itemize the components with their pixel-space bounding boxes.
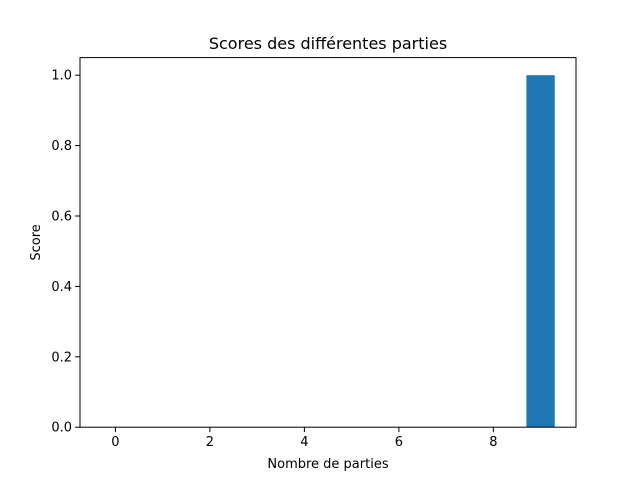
x-tick-label: 0 [111, 435, 119, 450]
x-tick-label: 8 [489, 435, 497, 450]
y-tick-label: 0.2 [51, 350, 72, 365]
chart-title: Scores des différentes parties [209, 34, 447, 53]
x-tick-label: 2 [206, 435, 214, 450]
y-tick-label: 0.8 [51, 139, 72, 154]
axes-frame [79, 57, 577, 428]
x-tick-label: 4 [300, 435, 308, 450]
x-axis-ticks: 0 2 4 6 8 [111, 427, 497, 450]
plot-area [79, 57, 577, 428]
y-tick-label: 0.6 [51, 210, 72, 225]
bar-9 [526, 75, 555, 428]
y-tick-label: 1.0 [51, 69, 72, 84]
x-tick-label: 6 [395, 435, 403, 450]
y-axis-ticks: 0.0 0.2 0.4 0.6 0.8 1.0 [51, 69, 80, 436]
x-axis-label: Nombre de parties [267, 457, 388, 472]
y-tick-label: 0.4 [51, 280, 72, 295]
y-axis-label: Score [29, 224, 44, 260]
y-tick-label: 0.0 [51, 421, 72, 436]
bars-group [526, 75, 555, 428]
